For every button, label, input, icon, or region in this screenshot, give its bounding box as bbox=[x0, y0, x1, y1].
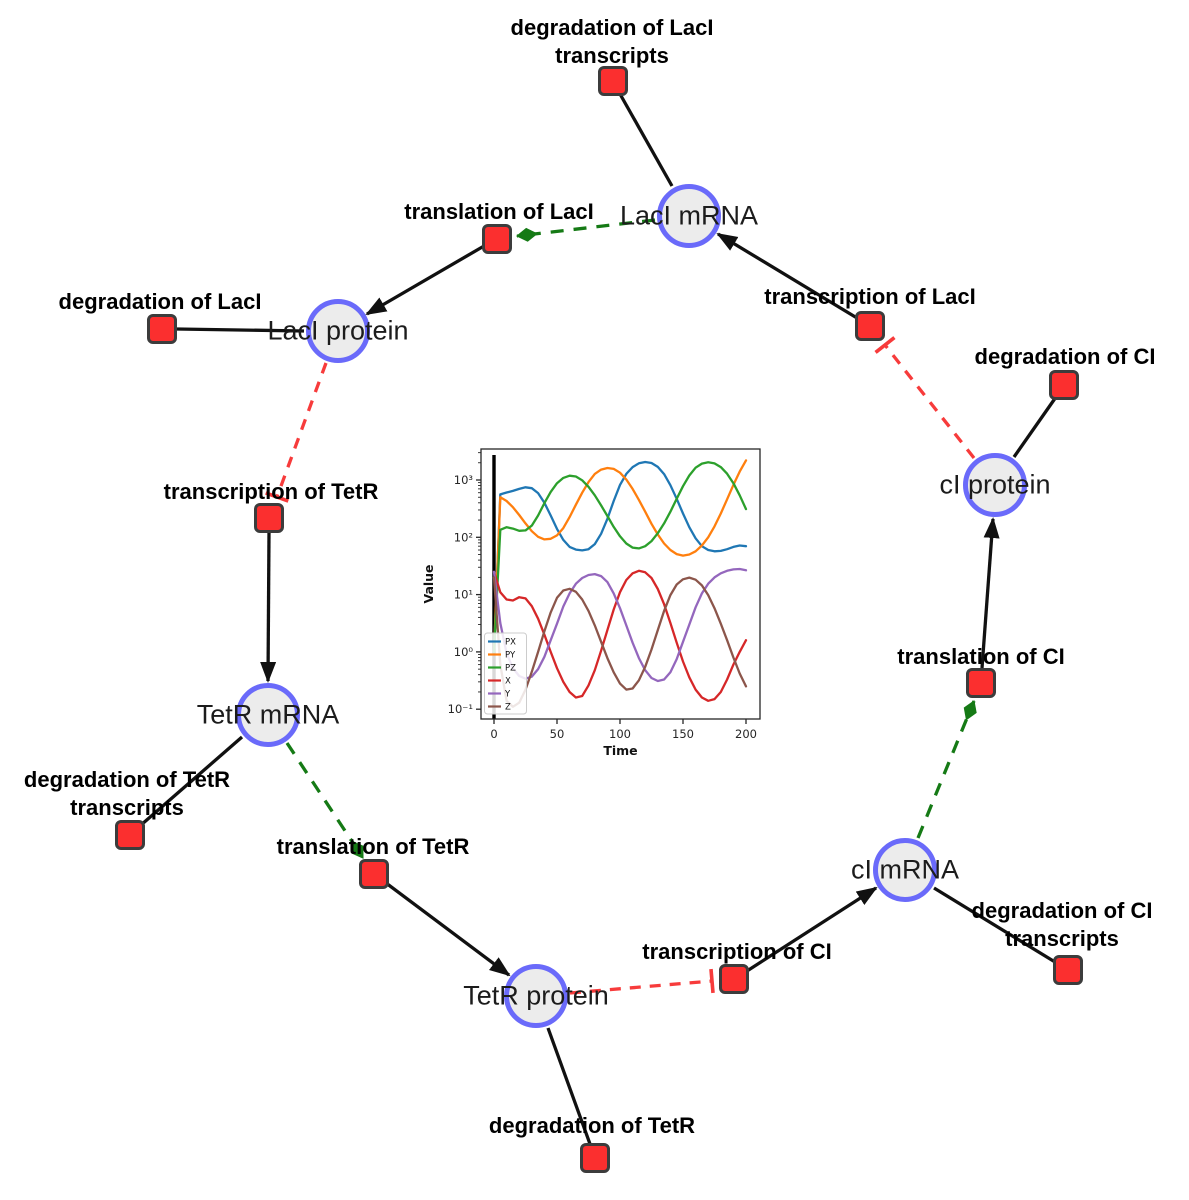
edge-laci-mrna-to-degradation bbox=[618, 93, 674, 187]
edge-laci-protein-inhibits-transcr-tetr bbox=[265, 362, 328, 503]
series-line-PZ bbox=[492, 461, 748, 654]
chart-series-group bbox=[492, 459, 748, 708]
edge-tetr-mrna-modifies-translation bbox=[285, 742, 365, 859]
edge-translation-laci-to-protein bbox=[365, 244, 485, 316]
series-line-Z bbox=[492, 576, 748, 708]
edge-translation-ci-to-protein bbox=[980, 517, 1000, 669]
edge-ci-protein-to-degradation bbox=[1012, 396, 1058, 458]
y-tick-label: 10⁰ bbox=[454, 645, 474, 659]
x-tick-label: 150 bbox=[672, 727, 694, 741]
legend-entry-label: PX bbox=[505, 638, 516, 648]
x-tick-label: 50 bbox=[550, 727, 565, 741]
edge-ci-protein-inhibits-transcr-laci bbox=[874, 336, 976, 460]
edge-tetr-mrna-to-degradation bbox=[139, 735, 244, 827]
legend-entry-label: PY bbox=[505, 651, 516, 661]
y-axis-label: Value bbox=[421, 564, 436, 603]
edge-transcription-ci-to-mrna bbox=[746, 886, 878, 973]
edges-layer bbox=[139, 93, 1058, 1145]
chart-figure-background bbox=[421, 438, 773, 763]
edge-transcription-laci-to-mrna bbox=[716, 232, 858, 320]
series-line-PY bbox=[492, 459, 748, 654]
x-tick-label: 200 bbox=[735, 727, 757, 741]
x-tick-label: 0 bbox=[490, 727, 497, 741]
legend-entry-label: X bbox=[505, 677, 511, 687]
edge-translation-tetr-to-protein bbox=[385, 881, 511, 977]
edge-tetr-protein-inhibits-transcr-ci bbox=[569, 968, 715, 995]
y-tick-label: 10³ bbox=[454, 473, 474, 487]
edge-ci-mrna-modifies-translation bbox=[916, 700, 977, 839]
chart-legend: PX PY PZ XYZ bbox=[484, 632, 527, 715]
edge-laci-protein-to-degradation bbox=[176, 327, 305, 333]
legend-entry-label: PZ bbox=[505, 664, 516, 674]
series-line-X bbox=[492, 569, 748, 702]
y-tick-label: 10⁻¹ bbox=[448, 702, 473, 716]
x-axis-label: Time bbox=[603, 743, 637, 758]
edge-laci-mrna-modifies-translation bbox=[516, 218, 656, 242]
x-tick-label: 100 bbox=[609, 727, 631, 741]
edge-transcription-tetr-to-mrna bbox=[260, 532, 277, 683]
series-line-PX bbox=[492, 460, 748, 654]
chart-axes-frame bbox=[480, 448, 761, 720]
y-tick-label: 10² bbox=[454, 530, 473, 544]
legend-entry-label: Y bbox=[504, 690, 511, 700]
y-tick-label: 10¹ bbox=[454, 588, 473, 602]
edge-tetr-protein-to-degradation bbox=[546, 1027, 592, 1145]
edge-ci-mrna-to-degradation bbox=[933, 886, 1056, 964]
legend-entry-label: Z bbox=[505, 703, 511, 713]
